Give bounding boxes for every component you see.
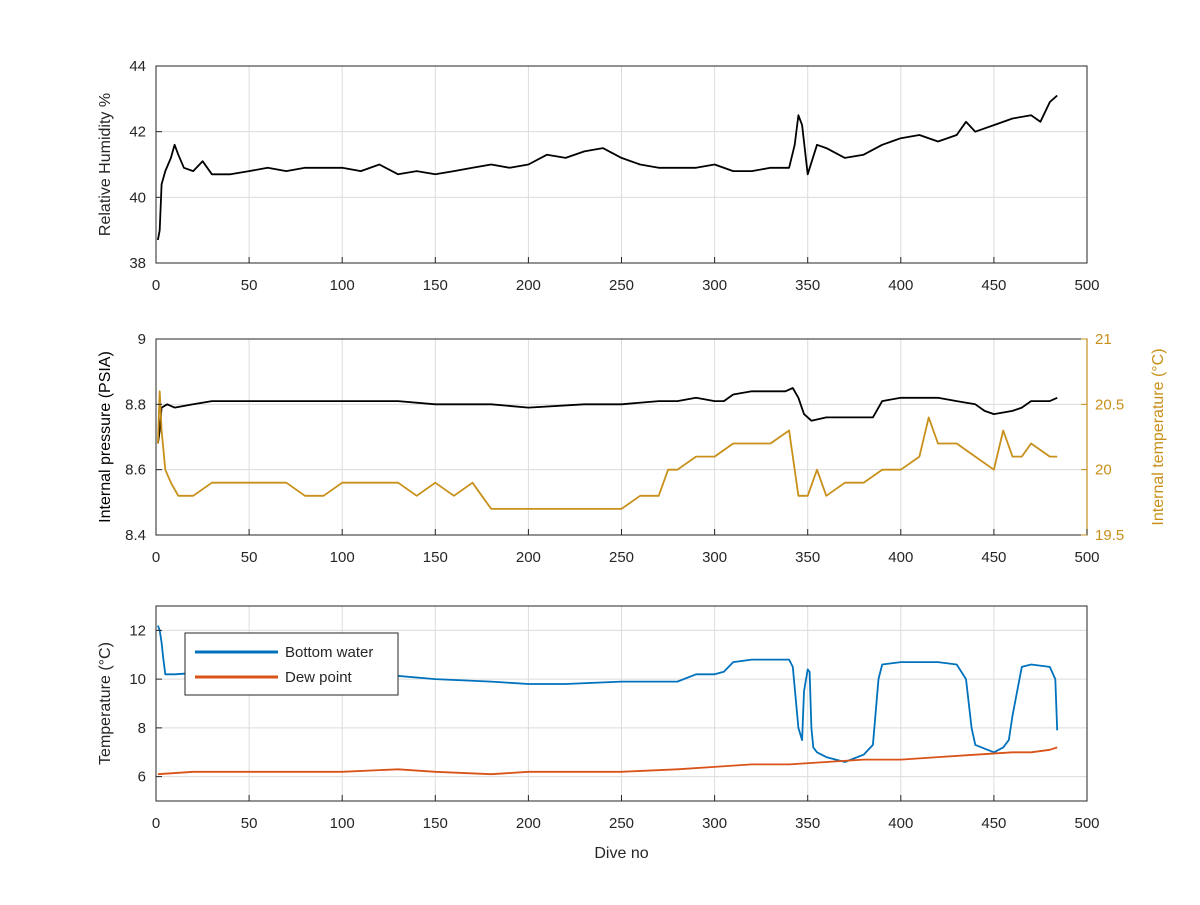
x-tick-label: 400: [888, 277, 913, 294]
y-tick-label: 12: [129, 622, 146, 639]
x-tick-label: 150: [423, 815, 448, 832]
x-tick-label: 400: [888, 549, 913, 566]
y-tick-label: 40: [129, 189, 146, 206]
x-tick-label: 150: [423, 277, 448, 294]
chart-panel-3: 0 50 100 150 200 250 300 350 400 450 500 6 8 10 12 Temp…: [97, 605, 1100, 862]
x-tick-label: 0: [152, 815, 160, 832]
x-tick-label: 300: [702, 277, 727, 294]
y-tick-label: 8.8: [125, 396, 146, 413]
x-tick-label: 200: [516, 549, 541, 566]
x-tick-label: 250: [609, 815, 634, 832]
right-y-tick-label: 19.5: [1095, 527, 1124, 544]
series-line-2-1: [157, 387, 1058, 444]
x-tick-label: 200: [516, 277, 541, 294]
chart-panel-2: 0 50 100 150 200 250 300 350 400 450 500 8.4 8.6 8.8 9…: [97, 331, 1167, 566]
y-tick-label: 8.4: [125, 527, 146, 544]
y-tick-label: 44: [129, 58, 146, 75]
y-tick-label: 42: [129, 124, 146, 141]
x-tick-label: 50: [241, 815, 258, 832]
right-y-tick-label: 20: [1095, 462, 1112, 479]
x-tick-label: 500: [1074, 277, 1099, 294]
x-tick-label: 0: [152, 549, 160, 566]
y-tick-label: 8.6: [125, 462, 146, 479]
x-tick-label: 450: [981, 549, 1006, 566]
legend: Bottom water Dew point: [184, 632, 399, 696]
legend-box: [184, 632, 399, 696]
x-tick-label: 50: [241, 549, 258, 566]
x-tick-label: 250: [609, 277, 634, 294]
x-tick-label: 500: [1074, 549, 1099, 566]
y-tick-label: 38: [129, 255, 146, 272]
chart-panel-1: 0 50 100 150 200 250 300 350 400 450 500 38 40 42 44 Re…: [97, 58, 1100, 294]
x-tick-label: 200: [516, 815, 541, 832]
x-tick-label: 300: [702, 549, 727, 566]
x-tick-label: 450: [981, 815, 1006, 832]
series-line-1-1: [157, 94, 1058, 241]
x-tick-label: 150: [423, 549, 448, 566]
x-tick-label: 300: [702, 815, 727, 832]
right-y-tick-label: 20.5: [1095, 396, 1124, 413]
x-tick-label: 350: [795, 277, 820, 294]
x-tick-label: 450: [981, 277, 1006, 294]
right-y-axis-label: Internal temperature (°C): [1150, 348, 1167, 525]
y-tick-label: 8: [138, 720, 146, 737]
x-tick-label: 350: [795, 815, 820, 832]
x-tick-label: 100: [330, 277, 355, 294]
series-line-2-2: [157, 390, 1058, 510]
x-tick-label: 100: [330, 815, 355, 832]
x-tick-label: 250: [609, 549, 634, 566]
y-tick-label: 10: [129, 671, 146, 688]
legend-label: Bottom water: [285, 644, 373, 661]
x-tick-label: 500: [1074, 815, 1099, 832]
series-line-dew-point: [157, 746, 1058, 776]
y-tick-label: 6: [138, 769, 146, 786]
x-tick-label: 100: [330, 549, 355, 566]
right-y-tick-label: 21: [1095, 331, 1112, 348]
legend-label: Dew point: [285, 669, 353, 686]
x-tick-label: 350: [795, 549, 820, 566]
y-tick-label: 9: [138, 331, 146, 348]
y-axis-label: Temperature (°C): [97, 642, 114, 765]
x-tick-label: 400: [888, 815, 913, 832]
y-axis-label: Internal pressure (PSIA): [97, 351, 114, 523]
x-axis-label: Dive no: [594, 845, 648, 862]
x-tick-label: 50: [241, 277, 258, 294]
x-tick-label: 0: [152, 277, 160, 294]
y-axis-label: Relative Humidity %: [97, 93, 114, 236]
